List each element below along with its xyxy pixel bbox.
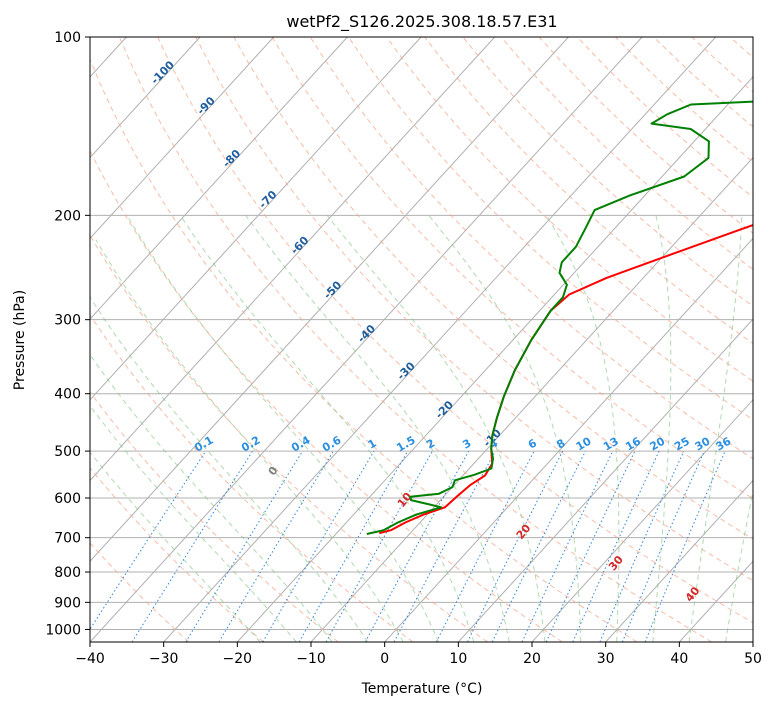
isotherm-line (752, 641, 753, 642)
chart-title: wetPf2_S126.2025.308.18.57.E31 (286, 12, 557, 32)
x-tick-label: −30 (149, 651, 179, 667)
x-tick-label: 10 (449, 651, 467, 667)
mixing-ratio-line (644, 450, 726, 642)
background-lines (90, 37, 775, 642)
mixing-ratio-line (393, 450, 496, 642)
moist-adiabat-line (90, 296, 369, 642)
x-tick-label: −40 (75, 651, 105, 667)
x-tick-label: 0 (380, 651, 389, 667)
sounding-profiles (366, 100, 753, 535)
dry-adiabat-line (195, 37, 753, 582)
isotherm-line (90, 37, 201, 159)
y-tick-label: 800 (54, 565, 81, 581)
dry-adiabat-line (157, 37, 753, 624)
moist-adiabat-line (245, 215, 510, 642)
moist-adiabat-line (95, 239, 404, 642)
moist-adiabat-line (90, 404, 297, 642)
y-tick-label: 100 (54, 30, 81, 46)
isotherm-line (90, 37, 643, 642)
x-axis-ticks: −40 −30 −20 −10 0 10 20 30 40 50 (75, 642, 762, 667)
y-tick-label: 400 (54, 387, 81, 403)
dry-adiabat-line (90, 467, 264, 642)
isotherm-line (90, 37, 496, 482)
y-tick-label: 1000 (45, 622, 81, 638)
dry-adiabat-line (233, 37, 753, 540)
y-tick-label: 300 (54, 313, 81, 329)
plot-background (90, 37, 753, 642)
dry-adiabat-line (462, 37, 753, 307)
moist-adiabat-line (326, 214, 546, 642)
x-tick-label: −10 (296, 651, 326, 667)
y-axis-label: Pressure (hPa) (12, 290, 28, 390)
dry-adiabat-line (347, 37, 753, 421)
isotherm-line (531, 399, 753, 642)
isotherm-line (163, 37, 717, 642)
dry-adiabat-line (386, 37, 753, 382)
isotherm-line (384, 237, 753, 642)
y-tick-label: 600 (54, 491, 81, 507)
isotherm-line (457, 318, 753, 642)
isotherm-line (90, 37, 348, 320)
x-tick-label: −20 (223, 651, 253, 667)
x-tick-label: 40 (670, 651, 688, 667)
y-tick-label: 700 (54, 531, 81, 547)
mixing-ratio-line (364, 450, 470, 642)
y-tick-label: 900 (54, 595, 81, 611)
mixing-ratio-line (599, 450, 685, 642)
x-axis-label: Temperature (°C) (361, 681, 483, 697)
isotherm-line (236, 76, 753, 642)
moist-adiabat-line (179, 215, 475, 642)
moist-adiabat-line (428, 214, 582, 642)
x-tick-label: 20 (523, 651, 541, 667)
plot-frame (89, 36, 754, 643)
dry-adiabat-line (90, 313, 414, 642)
mixing-ratio-line (621, 450, 705, 642)
y-axis-ticks: 100 200 300 400 500 600 700 800 900 1000 (45, 30, 90, 638)
moist-adiabat-line (652, 215, 672, 642)
y-tick-label: 500 (54, 444, 81, 460)
isotherm-line (605, 479, 753, 642)
mixing-ratio-line (325, 450, 433, 642)
dry-adiabat-line (90, 149, 563, 642)
isotherm-line (90, 37, 569, 563)
moist-adiabat-line (688, 215, 743, 642)
dry-adiabat-line (768, 37, 775, 642)
dry-adiabat-line (90, 234, 488, 642)
mixing-ratio-line (572, 450, 660, 642)
dry-adiabat-line (271, 37, 753, 500)
x-tick-label: 30 (597, 651, 615, 667)
isotherm-line (90, 37, 275, 240)
y-tick-label: 200 (54, 208, 81, 224)
mixing-ratio-line (90, 450, 207, 631)
dewpoint-profile (366, 100, 753, 535)
mixing-ratio-line (467, 450, 564, 642)
moist-adiabat-line (762, 215, 775, 642)
moist-adiabat-line (725, 488, 753, 642)
moist-adiabat-line (126, 215, 439, 642)
moist-adiabat-line (545, 215, 620, 642)
x-tick-label: 50 (744, 651, 762, 667)
mixing-ratio-line (131, 450, 254, 642)
isotherm-line (90, 37, 422, 401)
mixing-ratio-line (185, 450, 304, 642)
isotherm-line (310, 156, 753, 642)
